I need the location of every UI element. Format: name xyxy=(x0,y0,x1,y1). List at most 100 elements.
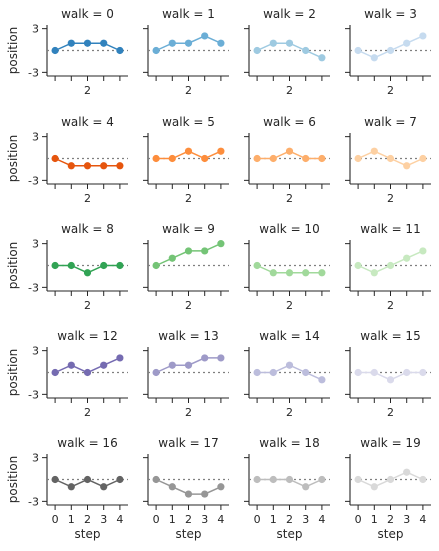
x-tick-label: 0 xyxy=(153,513,160,526)
data-point xyxy=(217,147,225,155)
y-tick-label: -3 xyxy=(28,66,39,79)
data-point xyxy=(83,39,92,47)
data-point xyxy=(370,147,378,155)
data-point xyxy=(419,154,427,163)
facet-panel-walk-7: walk = 7 2 xyxy=(345,115,431,205)
facet-panel-walk-9: walk = 9 2 xyxy=(143,222,229,312)
data-point xyxy=(386,154,395,163)
x-tick-label: 2 xyxy=(84,192,91,205)
data-point xyxy=(269,368,277,377)
data-point xyxy=(386,46,395,55)
facet-panel-walk-14: walk = 14 2 xyxy=(244,329,330,419)
data-point xyxy=(217,240,225,248)
data-point xyxy=(370,269,378,277)
panel-title: walk = 9 xyxy=(162,222,215,236)
data-point xyxy=(116,162,124,170)
data-point xyxy=(302,46,310,55)
data-point xyxy=(67,39,75,47)
data-point xyxy=(201,490,209,498)
data-point xyxy=(370,368,378,377)
panel-title: walk = 3 xyxy=(364,7,417,21)
panel-title: walk = 4 xyxy=(61,115,114,129)
data-point xyxy=(386,475,395,484)
data-point xyxy=(354,46,362,55)
panel-title: walk = 12 xyxy=(57,329,117,343)
series-line xyxy=(357,250,424,274)
x-axis-label: step xyxy=(75,527,101,541)
facet-panel-walk-1: walk = 1 2 xyxy=(143,7,229,97)
data-point xyxy=(51,368,59,377)
x-tick-label: 3 xyxy=(201,513,208,526)
y-tick-label: 3 xyxy=(32,238,39,251)
data-point xyxy=(419,247,427,255)
data-point xyxy=(253,368,261,377)
facet-panel-walk-11: walk = 11 2 xyxy=(345,222,431,312)
panel-title: walk = 11 xyxy=(360,222,420,236)
x-axis-label: step xyxy=(176,527,202,541)
data-point xyxy=(83,269,92,277)
data-point xyxy=(354,368,362,377)
facet-panel-walk-17: walk = 17 0 1 2 3 4 step xyxy=(143,436,229,541)
x-tick-label: 2 xyxy=(387,406,394,419)
data-point xyxy=(269,39,277,47)
x-tick-label: 1 xyxy=(270,513,277,526)
data-point xyxy=(152,475,160,484)
data-point xyxy=(184,490,193,498)
data-point xyxy=(318,269,326,277)
data-point xyxy=(201,32,209,40)
x-tick-label: 1 xyxy=(68,513,75,526)
data-point xyxy=(217,354,225,362)
facet-panel-walk-18: walk = 18 0 1 2 3 4 step xyxy=(244,436,330,541)
data-point xyxy=(201,154,209,163)
data-point xyxy=(116,354,124,362)
panel-title: walk = 15 xyxy=(360,329,420,343)
x-tick-label: 2 xyxy=(84,513,91,526)
panel-title: walk = 19 xyxy=(360,436,420,450)
x-tick-label: 2 xyxy=(84,299,91,312)
y-axis-label: position xyxy=(6,456,20,504)
facet-panel-walk-2: walk = 2 2 xyxy=(244,7,330,97)
data-point xyxy=(419,368,427,377)
data-point xyxy=(116,46,124,55)
data-point xyxy=(201,247,209,255)
data-point xyxy=(253,154,261,163)
data-point xyxy=(184,247,193,255)
panel-title: walk = 5 xyxy=(162,115,215,129)
data-point xyxy=(386,376,395,384)
y-axis-label: position xyxy=(6,135,20,183)
data-point xyxy=(201,354,209,362)
y-tick-label: -3 xyxy=(28,495,39,508)
x-tick-label: 2 xyxy=(185,192,192,205)
panel-title: walk = 17 xyxy=(158,436,218,450)
data-point xyxy=(269,154,277,163)
data-point xyxy=(51,261,59,270)
data-point xyxy=(168,39,176,47)
data-point xyxy=(168,361,176,369)
data-point xyxy=(285,269,294,277)
data-point xyxy=(370,54,378,62)
data-point xyxy=(152,261,160,270)
data-point xyxy=(217,483,225,491)
data-point xyxy=(184,361,193,369)
data-point xyxy=(253,46,261,55)
data-point xyxy=(403,162,411,170)
data-point xyxy=(318,154,326,163)
panel-title: walk = 13 xyxy=(158,329,218,343)
x-tick-label: 0 xyxy=(355,513,362,526)
x-tick-label: 3 xyxy=(403,513,410,526)
data-point xyxy=(354,154,362,163)
x-tick-label: 2 xyxy=(387,513,394,526)
y-tick-label: 3 xyxy=(32,131,39,144)
data-point xyxy=(403,39,411,47)
data-point xyxy=(285,39,294,47)
x-axis-label: step xyxy=(378,527,404,541)
x-axis-label: step xyxy=(277,527,303,541)
data-point xyxy=(269,269,277,277)
data-point xyxy=(403,368,411,377)
data-point xyxy=(83,475,92,484)
data-point xyxy=(302,368,310,377)
facet-panel-walk-15: walk = 15 2 xyxy=(345,329,431,419)
data-point xyxy=(318,475,326,484)
y-axis-label: position xyxy=(6,242,20,290)
